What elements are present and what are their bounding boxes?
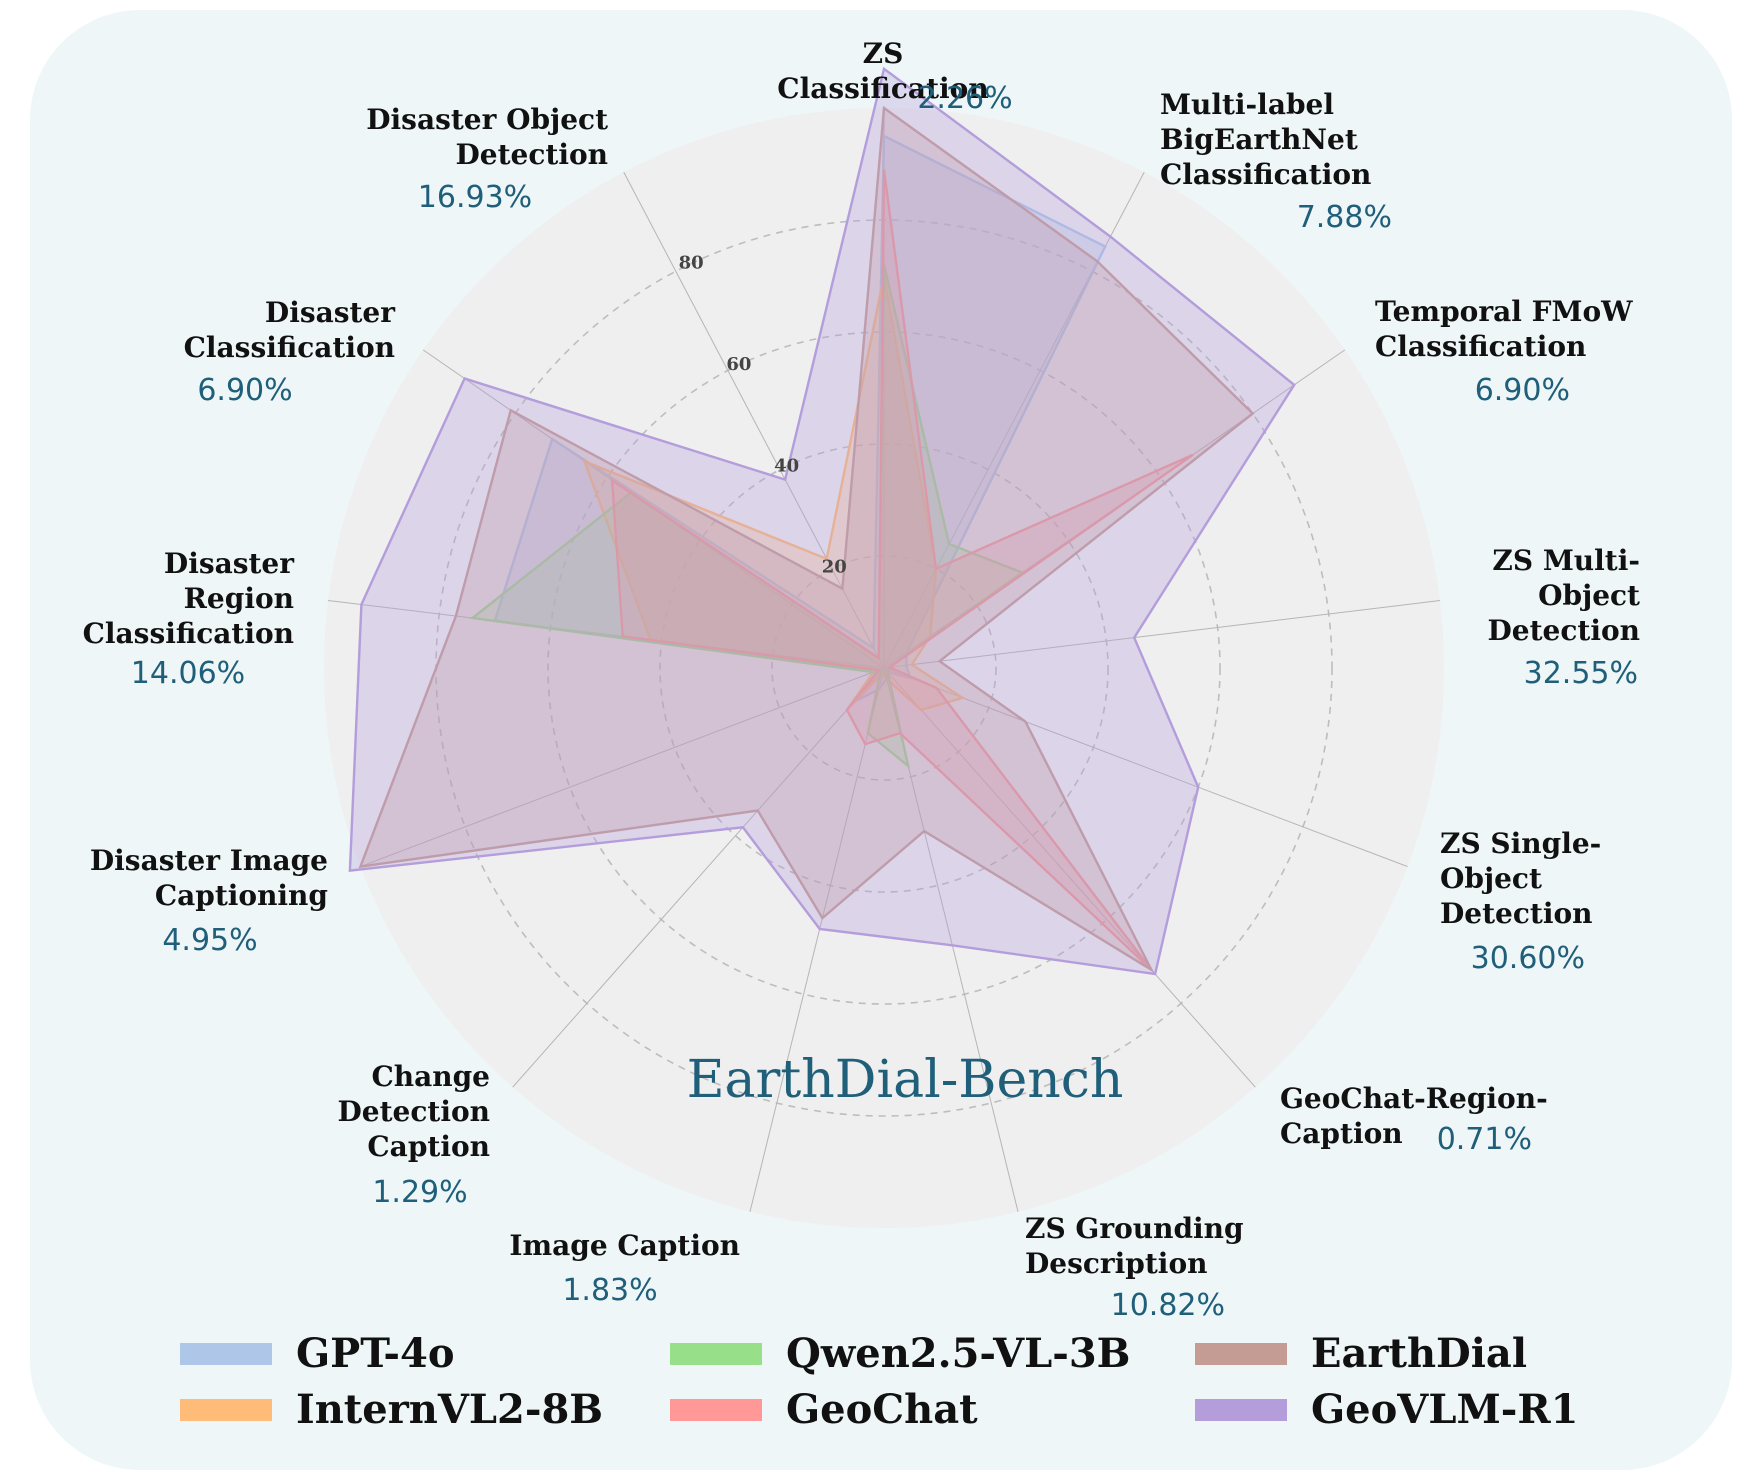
axis-spoke [360, 667, 885, 868]
axis-percentage: 7.88% [1297, 200, 1392, 235]
axis-label: Captioning [155, 879, 328, 912]
axis-label: Disaster Object [366, 103, 608, 136]
axis-label: Classification [1160, 158, 1371, 191]
radial-tick-label: 40 [774, 455, 799, 476]
legend-label: Qwen2.5-VL-3B [786, 1330, 1131, 1377]
legend-swatch [1195, 1342, 1287, 1365]
axis-spoke [623, 171, 885, 669]
axis-spoke [749, 667, 885, 1212]
legend-item-earthdial: EarthDial [1195, 1330, 1527, 1377]
axis-label: GeoChat-Region- [1280, 1082, 1548, 1115]
legend-label: GeoVLM-R1 [1311, 1386, 1579, 1433]
axis-spoke [512, 667, 885, 1088]
axis-label: Classification [184, 331, 395, 364]
legend-item-geovlm-r1: GeoVLM-R1 [1195, 1386, 1578, 1433]
axis-label: Classification [1375, 330, 1586, 363]
legend-swatch [670, 1342, 762, 1365]
series-polygon-geovlm-r1 [348, 66, 1296, 976]
axis-label: ZS [863, 37, 904, 70]
axis-label: Disaster [265, 296, 396, 329]
radial-tick-label: 60 [726, 354, 751, 375]
axis-percentage: 6.90% [1475, 373, 1570, 408]
legend-label: InternVL2-8B [296, 1386, 604, 1433]
legend-swatch [180, 1342, 272, 1365]
axis-percentage: 1.83% [562, 1273, 657, 1308]
legend: GPT-4o InternVL2-8B Qwen2.5-VL-3B GeoCha… [0, 1330, 1760, 1460]
axis-label: ZS Single- [1440, 827, 1601, 860]
axis-label: Change [371, 1060, 490, 1093]
axis-label: Object [1440, 862, 1542, 895]
axis-label: Classification [83, 617, 294, 650]
legend-item-geochat: GeoChat [670, 1386, 978, 1433]
axis-spoke [883, 600, 1440, 669]
legend-swatch [1195, 1398, 1287, 1421]
axis-percentage: 14.06% [131, 656, 245, 691]
legend-item-qwen2-5-vl-3b: Qwen2.5-VL-3B [670, 1330, 1131, 1377]
legend-swatch [180, 1398, 272, 1421]
axis-spoke [883, 667, 1256, 1088]
axis-label: Temporal FMoW [1375, 295, 1633, 328]
axis-percentage: 6.90% [197, 373, 292, 408]
axis-percentage: 0.71% [1437, 1122, 1532, 1157]
legend-label: GPT-4o [296, 1330, 455, 1377]
legend-label: EarthDial [1311, 1330, 1528, 1377]
axis-label: Detection [456, 138, 609, 171]
axis-label: Image Caption [509, 1229, 740, 1262]
chart-title: EarthDial-Bench [687, 1050, 1124, 1110]
series-polygon-earthdial [358, 105, 1255, 974]
grid-circle [547, 331, 1221, 1005]
series-polygon-geochat [610, 169, 1194, 971]
axis-label: Classification [777, 72, 988, 105]
legend-item-gpt-4o: GPT-4o [180, 1330, 455, 1377]
axis-label: Disaster [164, 547, 295, 580]
axis-label: Description [1025, 1247, 1207, 1280]
axis-percentage: 10.82% [1111, 1288, 1225, 1323]
legend-swatch [670, 1398, 762, 1421]
axis-label: Detection [338, 1095, 491, 1128]
axis-label: Region [184, 582, 294, 615]
radial-tick-label: 20 [822, 557, 847, 578]
axis-percentage: 30.60% [1471, 941, 1585, 976]
axis-spoke [883, 667, 1408, 868]
axis-label: Caption [367, 1130, 490, 1163]
axis-spoke [328, 600, 885, 669]
axis-label: Detection [1440, 897, 1593, 930]
axis-percentage: 1.29% [372, 1175, 467, 1210]
axis-label: ZS Grounding [1025, 1212, 1244, 1245]
axis-label: Caption [1280, 1117, 1403, 1150]
axis-percentage: 2.26% [917, 81, 1012, 116]
axis-percentage: 4.95% [162, 923, 257, 958]
grid-circle [771, 555, 997, 781]
legend-item-internvl2-8b: InternVL2-8B [180, 1386, 603, 1433]
axis-label: Multi-label [1160, 88, 1334, 121]
axis-label: Disaster Image [90, 844, 328, 877]
radial-tick-label: 80 [679, 253, 704, 274]
axis-percentage: 16.93% [418, 180, 532, 215]
axis-label: BigEarthNet [1160, 123, 1358, 156]
axis-percentage: 32.55% [1524, 656, 1638, 691]
axis-label: Detection [1488, 614, 1641, 647]
axis-label: Object [1538, 579, 1640, 612]
axis-label: ZS Multi- [1492, 544, 1640, 577]
legend-label: GeoChat [786, 1386, 978, 1433]
